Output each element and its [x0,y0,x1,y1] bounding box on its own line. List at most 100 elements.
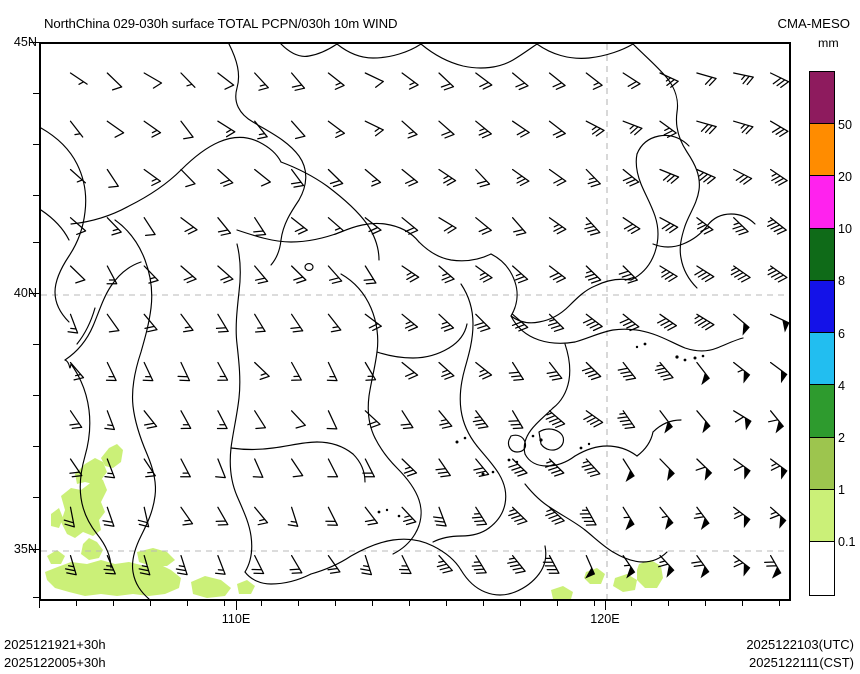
wind-barb [764,554,782,579]
wind-barb [143,72,163,89]
init-time-utc-label: 2025121921+30h [4,637,106,652]
wind-barb [106,72,123,91]
wind-barb [733,554,751,577]
wind-barb [69,168,87,184]
valid-time-cst-label: 2025122111(CST) [748,655,854,670]
wind-barb [733,506,751,529]
wind-barb [398,554,412,575]
wind-barb [362,458,376,478]
wind-barb [733,120,754,135]
wind-barb [106,217,122,236]
colorbar-tick-1: 1 [838,483,846,498]
wind-barb [401,217,419,235]
wind-barb [511,72,529,91]
wind-barb [508,410,524,430]
wind-barb [254,506,269,526]
wind-barb [585,120,605,137]
wind-barb [106,313,120,333]
wind-barb [548,265,567,283]
wind-barb [511,313,529,332]
wind-barb [327,313,342,333]
wind-barb [658,554,675,578]
map-plot-area [39,42,791,601]
colorbar-tick-20: 20 [838,169,853,184]
wind-barb [511,217,527,236]
wind-barb [769,168,788,186]
wind-barb [508,506,528,525]
wind-barb [364,313,382,332]
colorbar-tick-8: 8 [838,274,846,289]
wind-barb [622,217,641,235]
wind-barb [659,217,679,234]
wind-barb [475,168,491,188]
wind-barb [251,554,265,575]
wind-barb [180,120,194,140]
wind-barb [290,217,308,235]
wind-barb [475,361,493,380]
wind-barb [327,217,345,236]
wind-barb [542,554,560,574]
wind-barb [438,265,455,284]
wind-barb [180,265,197,284]
wind-barb [290,361,302,381]
valid-time-utc-label: 2025122103(UTC) [746,637,854,652]
colorbar-tick-0-1: 0.1 [838,535,856,550]
colorbar-tick-10: 10 [838,222,853,237]
gridlines-layer [41,44,789,599]
wind-barb [360,554,373,576]
wind-barb [252,458,264,478]
wind-barb [769,361,788,384]
wind-barb [730,265,751,283]
colorbar-band-20-50 [810,124,834,177]
wind-barb [769,120,789,138]
wind-barb [254,72,269,91]
wind-barb [622,458,635,483]
wind-barb [545,410,566,429]
wind-barb [180,217,198,235]
wind-barb [143,410,158,429]
wind-barb [142,361,154,382]
wind-barb [732,217,749,236]
wind-barb [733,410,752,431]
wind-barb [511,265,529,284]
wind-barb [438,313,455,332]
wind-barb [696,72,717,87]
ytick-label-45N: 45N [13,35,37,49]
wind-barb [325,506,339,526]
wind-barb [508,361,525,381]
wind-barb [253,217,267,237]
wind-barb [585,72,603,90]
wind-barb [103,554,116,575]
wind-barb [622,168,640,187]
wind-barb [217,72,235,90]
wind-barb [472,410,489,429]
wind-barb [327,72,345,90]
wind-barb [432,506,447,527]
map-canvas [41,44,789,599]
wind-barb [401,506,417,526]
wind-barb [474,313,491,332]
wind-barb [102,506,115,527]
wind-barb [733,168,753,185]
wind-barb [69,458,83,478]
wind-barb [217,361,229,381]
wind-barb [254,361,270,381]
wind-barb [659,120,677,138]
wind-barb [215,506,229,526]
wind-barb [733,313,750,336]
wind-barb [364,361,377,381]
wind-barb [177,361,191,382]
wind-barb [696,120,717,135]
colorbar-unit-label: mm [818,36,839,50]
wind-barb [180,458,191,478]
colorbar-band-2-4 [810,385,834,438]
wind-barb [327,265,343,284]
wind-barb [546,361,563,381]
wind-barb [217,265,234,284]
wind-barb [548,72,566,90]
wind-barb [584,265,602,284]
wind-barb [656,313,678,331]
wind-barb [475,217,492,235]
wind-barb [290,168,305,188]
